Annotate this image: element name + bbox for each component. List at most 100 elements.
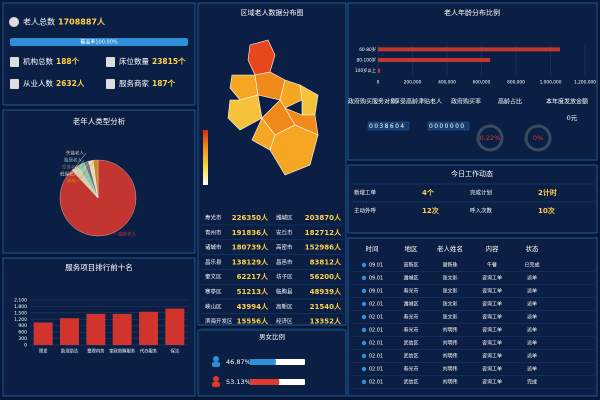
label: 53.13% (226, 378, 251, 386)
bullet (361, 353, 367, 359)
label: 武信区 (403, 353, 418, 360)
label: 派单 (527, 275, 537, 282)
icon (10, 79, 19, 89)
label: 高密市 (276, 243, 293, 251)
label: 其他 (67, 178, 76, 185)
y-tick-label: 0 (24, 343, 27, 349)
label: 失能老人 (66, 150, 84, 157)
label: 高龄占比 (498, 98, 522, 106)
gender-bar (250, 379, 280, 385)
digit-box (391, 121, 398, 131)
x-tick-label: 400,000 (438, 80, 456, 86)
chart-title: 今日工作动态 (451, 169, 493, 178)
bar (86, 313, 106, 345)
label: 182712人 (305, 228, 342, 237)
x-tick-label: 200,000 (404, 80, 422, 86)
label: 02.01 (369, 380, 383, 386)
label: 内容 (486, 244, 500, 253)
label: 服务商家 (119, 78, 149, 88)
bar (33, 322, 53, 345)
label: 咨询工单 (482, 366, 502, 373)
x-tick-label: 1,000,000 (540, 80, 562, 86)
panel (347, 237, 598, 397)
label: 机构总数 (23, 56, 53, 66)
label: 政府购买率 (451, 98, 481, 106)
icon (9, 17, 19, 27)
label: 咨询工单 (482, 340, 502, 347)
label: 时间 (366, 244, 379, 253)
bar (165, 308, 185, 345)
gender-icon (212, 362, 220, 367)
label: 226350人 (232, 213, 269, 222)
label: 刘明伟 (442, 340, 457, 347)
label: 完成计划 (470, 189, 492, 197)
label: 48939人 (310, 287, 342, 296)
label: 派单 (527, 327, 537, 334)
label: 刘明伟 (442, 353, 457, 360)
label: 派单 (527, 301, 537, 308)
label: 武信区 (403, 340, 418, 347)
label: 坊子区 (276, 273, 293, 281)
digit-box (379, 121, 386, 131)
label: 咨询工单 (482, 288, 502, 295)
label: 188个 (56, 56, 80, 66)
label: 低保老人 (60, 171, 78, 178)
label: 02.01 (369, 354, 383, 360)
label: 老人总数 (23, 17, 55, 27)
x-tick-label: 整理内务 (87, 348, 105, 355)
x-tick-label: 代办服务 (140, 348, 158, 355)
label: 寿光市 (403, 327, 418, 334)
progress-bar (10, 38, 188, 46)
label: 午餐 (487, 262, 497, 269)
label: 高新区 (403, 262, 418, 269)
label: 经济区 (276, 317, 293, 325)
label: 咨询工单 (482, 379, 502, 386)
bar (378, 58, 491, 62)
label: 潍城区 (276, 214, 293, 222)
icon (106, 79, 115, 89)
digit-box (439, 121, 446, 131)
label: 武信区 (403, 379, 418, 386)
y-tick-label: 1,800 (14, 304, 27, 310)
label: 呼入次数 (470, 207, 493, 215)
label: 高龄老人 (118, 231, 136, 238)
label: 昌乐县 (205, 259, 222, 266)
label-line (81, 161, 87, 168)
label: 0元 (567, 114, 578, 122)
bar (112, 313, 132, 345)
label-line (80, 159, 85, 165)
label: 谢新珠 (442, 262, 457, 269)
digit-box (445, 121, 452, 131)
label: 派单 (527, 340, 537, 347)
label: 潍城区 (403, 275, 418, 282)
chart-title: 老年人类型分析 (73, 116, 126, 126)
label: 派单 (527, 288, 537, 295)
label: 刘明伟 (442, 327, 457, 334)
bar (60, 318, 79, 345)
label: 张文彩 (442, 314, 457, 321)
x-tick-label: 800,000 (507, 80, 525, 86)
label: 潍城区 (403, 301, 418, 308)
label: 已完成 (524, 262, 539, 269)
chart-title: 男女比例 (259, 332, 285, 341)
digit-box (397, 121, 404, 131)
bullet (361, 262, 367, 268)
label: 10次 (538, 206, 555, 215)
label: 09.01 (369, 276, 383, 282)
x-tick-label: 1,200,000 (574, 80, 596, 86)
label: 02.01 (369, 315, 383, 321)
label: 政府购买服务对象 (348, 98, 396, 106)
label: 空巢老人 (62, 164, 80, 171)
label: 峡山区 (205, 302, 222, 310)
digit-box (373, 121, 380, 131)
y-tick-label: 900 (18, 323, 27, 329)
label: 安丘市 (276, 228, 293, 236)
label: 青州市 (205, 228, 222, 236)
label: 滨海开发区 (205, 317, 233, 325)
label: 46.87% (226, 358, 251, 366)
bullet (361, 288, 367, 294)
y-tick-label: 1,500 (14, 310, 27, 316)
label: 咨询工单 (482, 301, 502, 308)
icon (10, 57, 19, 67)
panel (347, 164, 598, 234)
